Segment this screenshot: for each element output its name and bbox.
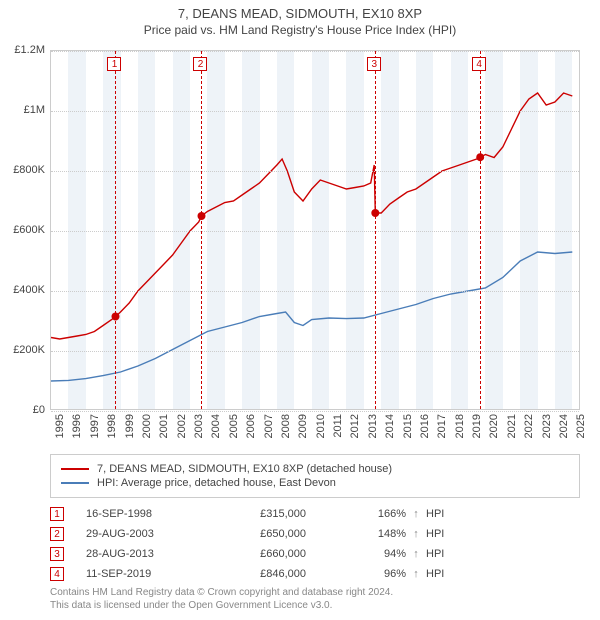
legend-box: 7, DEANS MEAD, SIDMOUTH, EX10 8XP (detac… xyxy=(50,454,580,498)
x-axis-label: 2021 xyxy=(506,414,518,438)
x-axis-label: 2006 xyxy=(245,414,257,438)
x-axis-label: 1996 xyxy=(71,414,83,438)
y-axis-label: £400K xyxy=(5,284,45,296)
x-axis-label: 2004 xyxy=(210,414,222,438)
gridline xyxy=(51,291,579,292)
x-axis-label: 2000 xyxy=(141,414,153,438)
x-axis-label: 2007 xyxy=(263,414,275,438)
event-price: £660,000 xyxy=(226,548,346,560)
x-axis-label: 2017 xyxy=(436,414,448,438)
event-guideline xyxy=(480,51,481,409)
y-axis-label: £200K xyxy=(5,344,45,356)
gridline xyxy=(51,411,579,412)
x-axis-label: 2019 xyxy=(471,414,483,438)
event-hpi-label: HPI xyxy=(426,548,444,560)
up-arrow-icon: ↑ xyxy=(406,548,426,560)
event-row: 3 28-AUG-2013£660,00094%↑HPI xyxy=(50,544,580,564)
gridline xyxy=(51,231,579,232)
title-block: 7, DEANS MEAD, SIDMOUTH, EX10 8XP Price … xyxy=(0,0,600,39)
event-date: 11-SEP-2019 xyxy=(86,568,226,580)
y-axis-label: £800K xyxy=(5,164,45,176)
legend-label: 7, DEANS MEAD, SIDMOUTH, EX10 8XP (detac… xyxy=(97,463,392,475)
x-axis-label: 2013 xyxy=(367,414,379,438)
y-axis-label: £600K xyxy=(5,224,45,236)
title-subtitle: Price paid vs. HM Land Registry's House … xyxy=(0,23,600,37)
event-marker: 2 xyxy=(193,57,207,71)
x-axis-label: 2012 xyxy=(349,414,361,438)
event-hpi-label: HPI xyxy=(426,528,444,540)
series-line xyxy=(51,93,572,339)
event-date: 28-AUG-2013 xyxy=(86,548,226,560)
x-axis-label: 2002 xyxy=(176,414,188,438)
event-row: 2 29-AUG-2003£650,000148%↑HPI xyxy=(50,524,580,544)
x-axis-label: 2025 xyxy=(575,414,587,438)
event-price: £846,000 xyxy=(226,568,346,580)
event-price: £650,000 xyxy=(226,528,346,540)
footer-line: Contains HM Land Registry data © Crown c… xyxy=(50,586,580,599)
event-marker: 3 xyxy=(367,57,381,71)
x-axis-label: 1998 xyxy=(106,414,118,438)
title-address: 7, DEANS MEAD, SIDMOUTH, EX10 8XP xyxy=(0,6,600,21)
footer-attribution: Contains HM Land Registry data © Crown c… xyxy=(50,586,580,612)
gridline xyxy=(51,171,579,172)
event-date: 16-SEP-1998 xyxy=(86,508,226,520)
event-guideline xyxy=(115,51,116,409)
event-pct: 94% xyxy=(346,548,406,560)
event-date: 29-AUG-2003 xyxy=(86,528,226,540)
legend-row: 7, DEANS MEAD, SIDMOUTH, EX10 8XP (detac… xyxy=(61,463,569,475)
up-arrow-icon: ↑ xyxy=(406,508,426,520)
x-axis-label: 2018 xyxy=(454,414,466,438)
x-axis-label: 2008 xyxy=(280,414,292,438)
legend-swatch xyxy=(61,468,89,470)
event-row: 1 16-SEP-1998£315,000166%↑HPI xyxy=(50,504,580,524)
gridline xyxy=(51,51,579,52)
up-arrow-icon: ↑ xyxy=(406,568,426,580)
chart-container: 7, DEANS MEAD, SIDMOUTH, EX10 8XP Price … xyxy=(0,0,600,620)
event-number-box: 1 xyxy=(50,507,64,521)
x-axis-label: 2005 xyxy=(228,414,240,438)
event-pct: 166% xyxy=(346,508,406,520)
event-guideline xyxy=(375,51,376,409)
x-axis-label: 2010 xyxy=(315,414,327,438)
event-guideline xyxy=(201,51,202,409)
x-axis-label: 2016 xyxy=(419,414,431,438)
event-price: £315,000 xyxy=(226,508,346,520)
event-number-box: 4 xyxy=(50,567,64,581)
x-axis-label: 2022 xyxy=(523,414,535,438)
x-axis-label: 2003 xyxy=(193,414,205,438)
event-hpi-label: HPI xyxy=(426,568,444,580)
y-axis-label: £0 xyxy=(5,404,45,416)
gridline xyxy=(51,111,579,112)
footer-line: This data is licensed under the Open Gov… xyxy=(50,599,580,612)
event-hpi-label: HPI xyxy=(426,508,444,520)
legend-row: HPI: Average price, detached house, East… xyxy=(61,477,569,489)
x-axis-label: 2001 xyxy=(158,414,170,438)
x-axis-label: 1995 xyxy=(54,414,66,438)
event-marker: 1 xyxy=(107,57,121,71)
event-row: 4 11-SEP-2019£846,00096%↑HPI xyxy=(50,564,580,584)
x-axis-label: 1999 xyxy=(124,414,136,438)
y-axis-label: £1.2M xyxy=(5,44,45,56)
legend-swatch xyxy=(61,482,89,484)
x-axis-label: 2020 xyxy=(488,414,500,438)
x-axis-label: 2009 xyxy=(297,414,309,438)
event-number-box: 2 xyxy=(50,527,64,541)
x-axis-label: 2024 xyxy=(558,414,570,438)
x-axis-label: 2011 xyxy=(332,414,344,438)
event-number-box: 3 xyxy=(50,547,64,561)
x-axis-label: 2023 xyxy=(541,414,553,438)
events-table: 116-SEP-1998£315,000166%↑HPI229-AUG-2003… xyxy=(50,504,580,584)
plot-area: 1 2 3 4 xyxy=(50,50,580,410)
event-pct: 148% xyxy=(346,528,406,540)
gridline xyxy=(51,351,579,352)
up-arrow-icon: ↑ xyxy=(406,528,426,540)
y-axis-label: £1M xyxy=(5,104,45,116)
x-axis-label: 2014 xyxy=(384,414,396,438)
legend-label: HPI: Average price, detached house, East… xyxy=(97,477,336,489)
series-line xyxy=(51,252,572,381)
x-axis-label: 2015 xyxy=(402,414,414,438)
event-pct: 96% xyxy=(346,568,406,580)
event-marker: 4 xyxy=(472,57,486,71)
x-axis-label: 1997 xyxy=(89,414,101,438)
